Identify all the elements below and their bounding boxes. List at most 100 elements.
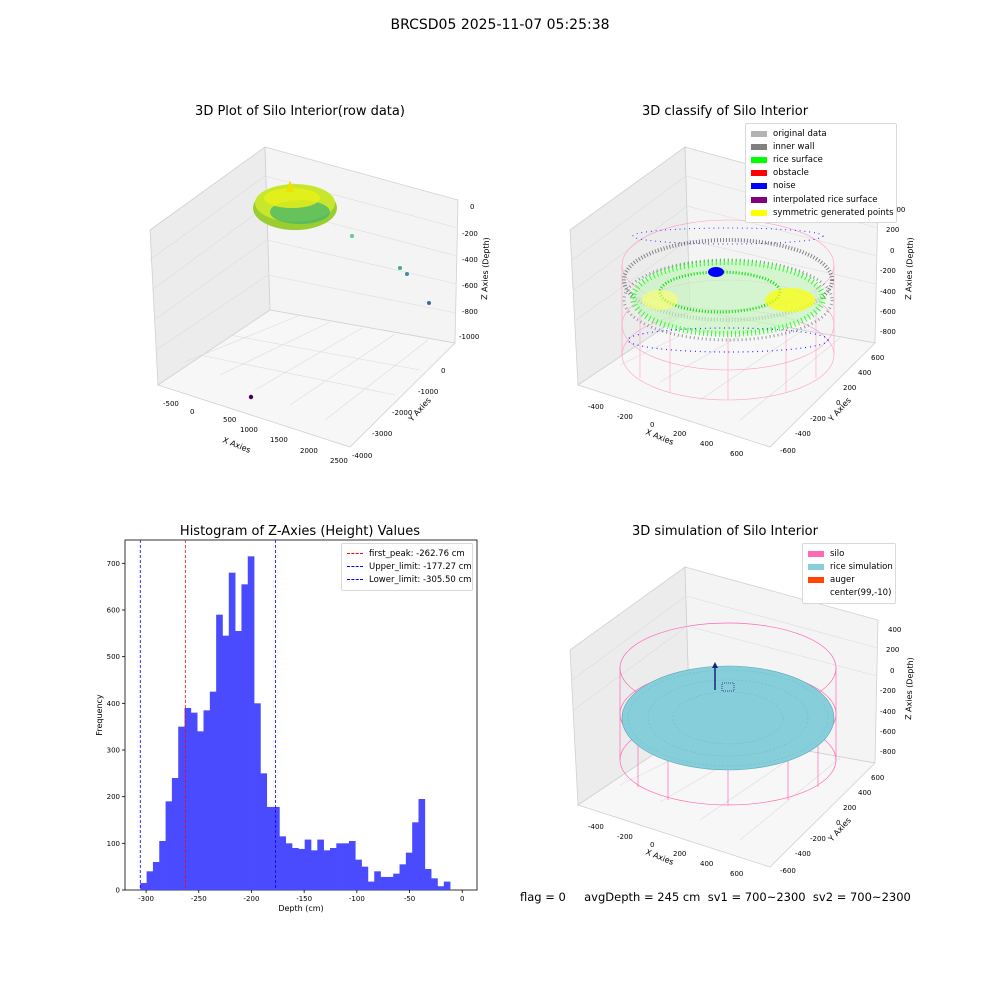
legend-item-rice-surface: rice surface [751,153,891,166]
histogram-bar [184,708,192,890]
legend-swatch [751,143,767,150]
histogram-bar [228,572,236,890]
legend-label: original data [773,128,827,139]
histogram-bar [178,726,185,890]
histogram-bar [317,839,324,890]
legend-item-lower-limit: Lower_limit: -305.50 cm [347,573,471,586]
z-tick: -1000 [459,333,479,341]
legend-label: obstacle [773,168,809,179]
histogram-bar [152,862,160,890]
x-tick: 200 [673,430,686,438]
x-tick-labels: -400 -200 0 200 400 600 [588,403,743,458]
legend-label: center(99,-10) [830,588,892,599]
y-tick: 600 [871,354,884,362]
z-tick: 400 [888,626,901,634]
y-tick: 0 [836,399,840,407]
histogram-bar [140,883,147,890]
z-tick: 0 [470,203,474,211]
x-tick: -500 [163,400,179,408]
histogram-bars [140,556,451,890]
histogram-bar [367,881,375,890]
histogram-bar [247,556,255,890]
legend-swatch [808,563,824,570]
histogram-bar [203,710,211,890]
x-axis-label: X Axies [644,428,675,447]
histogram-bar [342,843,350,890]
x-axis-label: Depth (cm) [278,904,323,913]
z-tick-labels: 400 200 0 -200 -400 -600 -800 [880,206,905,336]
x-tick: 1000 [240,426,258,434]
auger-marker [712,662,735,692]
legend-item-auger: auger [808,573,890,586]
inner-wall-points [622,238,834,342]
histogram-bar [165,801,173,890]
legend-swatch [808,590,824,596]
x-ticks: -300 -250 -200 -150 -100 -50 0 [138,890,464,903]
legend-swatch [751,156,767,163]
histogram-bar [393,873,400,890]
histogram-bar [298,848,305,890]
legend-line [347,579,363,581]
histogram-bar [209,691,217,890]
rice-simulation-surface [621,665,835,771]
histogram-bar [235,631,242,890]
legend-classify: original data inner wall rice surface ob… [745,123,897,224]
legend-line [347,553,363,555]
z-tick: -200 [462,230,478,238]
y-ticks: 0 100 200 300 400 500 600 700 [107,560,125,895]
x-tick: 400 [700,440,713,448]
y-tick: -400 [795,850,811,858]
x-tick: -200 [617,413,633,421]
y-tick: -200 [810,835,826,843]
z-tick: 200 [886,226,899,234]
legend-histogram: first_peak: -262.76 cm Upper_limit: -177… [341,543,473,591]
threshold-lines [139,540,276,890]
z-axis-label: Z Axies (Depth) [904,657,915,720]
legend-label: interpolated rice surface [773,194,878,205]
y-tick: -2000 [392,409,412,417]
silo-surface-blob [253,180,337,230]
y-tick: -400 [795,430,811,438]
x-tick: 1500 [270,436,288,444]
y-tick: 0 [836,819,840,827]
z-tick: -600 [462,282,478,290]
z-tick: 400 [892,206,905,214]
legend-label: silo [830,548,845,559]
x-tick: 0 [650,421,654,429]
x-tick: 600 [730,450,743,458]
z-tick: -400 [880,708,896,716]
legend-swatch [751,196,767,203]
legend-simulation: silo rice simulation auger center(99,-10… [802,543,896,604]
y-tick-label: 300 [107,747,120,755]
legend-label: noise [773,181,796,192]
rice-surface-points [630,259,826,337]
legend-item-upper-limit: Upper_limit: -177.27 cm [347,560,472,573]
z-tick: 200 [886,646,899,654]
axes-grid [571,595,879,841]
x-tick: -400 [588,403,604,411]
panel4-title: 3D simulation of Silo Interior [632,524,818,539]
y-tick-labels: 0 -1000 -2000 -3000 -4000 [352,367,445,460]
legend-item-symmetric: symmetric generated points [751,206,894,219]
outlier-point [398,266,402,270]
legend-item-rice-simulation: rice simulation [808,560,893,573]
legend-item-obstacle: obstacle [751,167,891,180]
z-tick: -200 [880,267,896,275]
legend-swatch [751,209,767,216]
legend-swatch [808,550,824,557]
histogram-bar [279,836,287,890]
x-tick-label: -100 [349,895,365,903]
chart-histogram: -300 -250 -200 -150 -100 -50 0 0 100 200 300 400 50… [95,539,478,913]
z-tick: -400 [462,256,478,264]
legend-item-interpolated: interpolated rice surface [751,193,891,206]
x-tick: -200 [617,833,633,841]
histogram-bar [266,806,274,890]
legend-item-inner-wall: inner wall [751,140,891,153]
y-tick-label: 500 [107,653,120,661]
x-tick: 200 [673,850,686,858]
histogram-bar [412,822,419,890]
x-tick-labels: -400 -200 0 200 400 600 [588,823,743,878]
x-tick: 400 [700,860,713,868]
z-tick: -600 [880,728,896,736]
y-tick: 200 [843,804,856,812]
